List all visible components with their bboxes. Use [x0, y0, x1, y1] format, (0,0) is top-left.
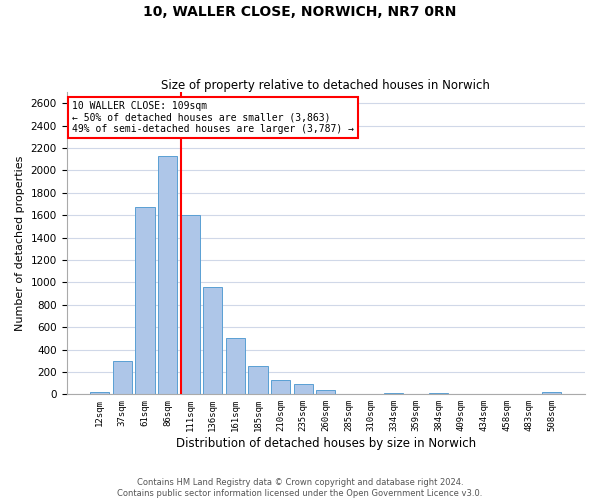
Bar: [542, 392, 562, 394]
Bar: [158, 156, 177, 394]
Bar: [136, 208, 155, 394]
Bar: [384, 393, 403, 394]
Bar: [316, 390, 335, 394]
Bar: [203, 287, 223, 395]
Bar: [429, 393, 448, 394]
Bar: [90, 392, 109, 394]
X-axis label: Distribution of detached houses by size in Norwich: Distribution of detached houses by size …: [176, 437, 476, 450]
Text: 10, WALLER CLOSE, NORWICH, NR7 0RN: 10, WALLER CLOSE, NORWICH, NR7 0RN: [143, 5, 457, 19]
Y-axis label: Number of detached properties: Number of detached properties: [15, 156, 25, 331]
Title: Size of property relative to detached houses in Norwich: Size of property relative to detached ho…: [161, 79, 490, 92]
Bar: [271, 380, 290, 394]
Text: Contains HM Land Registry data © Crown copyright and database right 2024.
Contai: Contains HM Land Registry data © Crown c…: [118, 478, 482, 498]
Bar: [113, 362, 132, 394]
Bar: [293, 384, 313, 394]
Text: 10 WALLER CLOSE: 109sqm
← 50% of detached houses are smaller (3,863)
49% of semi: 10 WALLER CLOSE: 109sqm ← 50% of detache…: [72, 101, 354, 134]
Bar: [181, 215, 200, 394]
Bar: [226, 338, 245, 394]
Bar: [248, 366, 268, 394]
